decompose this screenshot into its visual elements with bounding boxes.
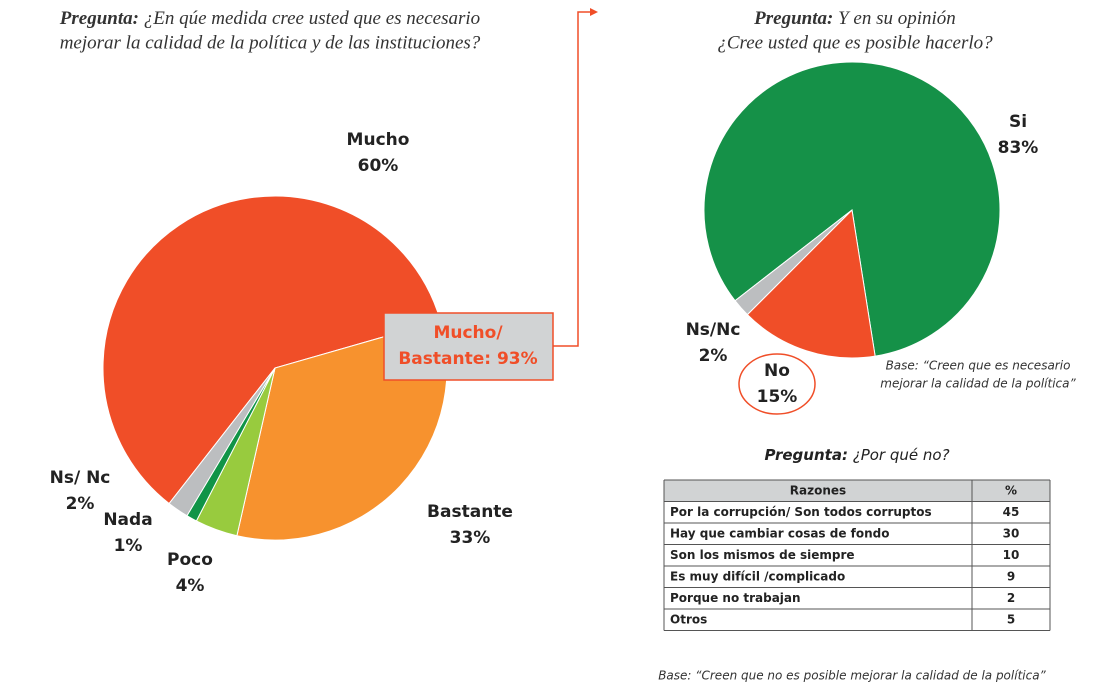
title-prefix: Pregunta:: [753, 8, 833, 29]
title-line: Y en su opinión: [838, 8, 956, 29]
slice-label: Bastante: [427, 502, 513, 522]
slice-value: 15%: [757, 387, 798, 407]
table-cell: 9: [1007, 569, 1015, 583]
table-cell: 2: [1007, 591, 1015, 605]
slice-label: Mucho: [347, 130, 410, 150]
slice-value: 4%: [176, 576, 205, 596]
title-prefix: Pregunta:: [764, 446, 848, 464]
annotation-text: Mucho/: [433, 323, 503, 343]
table-cell: Es muy difícil /complicado: [670, 569, 845, 583]
pie1-title: mejorar la calidad de la política y de l…: [60, 32, 481, 53]
pie-slice: [102, 195, 441, 505]
slice-label: Si: [1009, 112, 1027, 132]
table-cell: Otros: [670, 612, 707, 626]
pie-slice: [734, 209, 853, 316]
table-header: %: [1005, 483, 1017, 497]
slice-label: Ns/ Nc: [50, 468, 111, 488]
table-cell: Por la corrupción/ Son todos corruptos: [670, 505, 932, 519]
table-cell: 45: [1003, 505, 1020, 519]
slice-value: 83%: [998, 138, 1039, 158]
arrowhead: [590, 8, 598, 16]
slice-value: 2%: [66, 494, 95, 514]
slice-value: 1%: [114, 536, 143, 556]
pie2-title: ¿Cree usted que es posible hacerlo?: [717, 32, 993, 53]
title-prefix: Pregunta:: [59, 8, 139, 29]
slice-value: 2%: [699, 346, 728, 366]
slice-value: 33%: [450, 528, 491, 548]
slice-label: Ns/Nc: [686, 320, 741, 340]
slice-label: No: [764, 361, 790, 381]
highlight-circle: [738, 353, 816, 415]
pie-slice: [746, 208, 876, 359]
table-cell: Son los mismos de siempre: [670, 548, 855, 562]
table-header-bg: [664, 480, 1050, 502]
table-cell: Porque no trabajan: [670, 591, 801, 605]
table-cell: 30: [1003, 526, 1020, 540]
title-line: ¿En qúe medida cree usted que es necesar…: [144, 8, 480, 29]
title-text: ¿Por qué no?: [853, 446, 950, 464]
table-note: Base: “Creen que no es posible mejorar l…: [658, 669, 1046, 683]
pie2-title: Pregunta: Y en su opinión: [753, 8, 956, 29]
pie-slice: [168, 367, 276, 517]
pie-slice: [703, 61, 1001, 357]
table-cell: 10: [1003, 548, 1020, 562]
slice-value: 60%: [358, 156, 399, 176]
pie1-title: Pregunta: ¿En qúe medida cree usted que …: [59, 8, 480, 29]
annotation-text: Bastante: 93%: [398, 349, 537, 369]
slice-label: Poco: [167, 550, 213, 570]
table-cell: 5: [1007, 612, 1015, 626]
connector: [553, 11, 592, 347]
base-note: Base: “Creen que es necesario: [886, 359, 1071, 373]
table-header: Razones: [790, 483, 846, 497]
table-cell: Hay que cambiar cosas de fondo: [670, 526, 890, 540]
annotation-box: [383, 312, 554, 381]
base-note: mejorar la calidad de la política”: [880, 377, 1076, 391]
table-title: Pregunta: ¿Por qué no?: [764, 446, 949, 464]
slice-label: Nada: [103, 510, 152, 530]
